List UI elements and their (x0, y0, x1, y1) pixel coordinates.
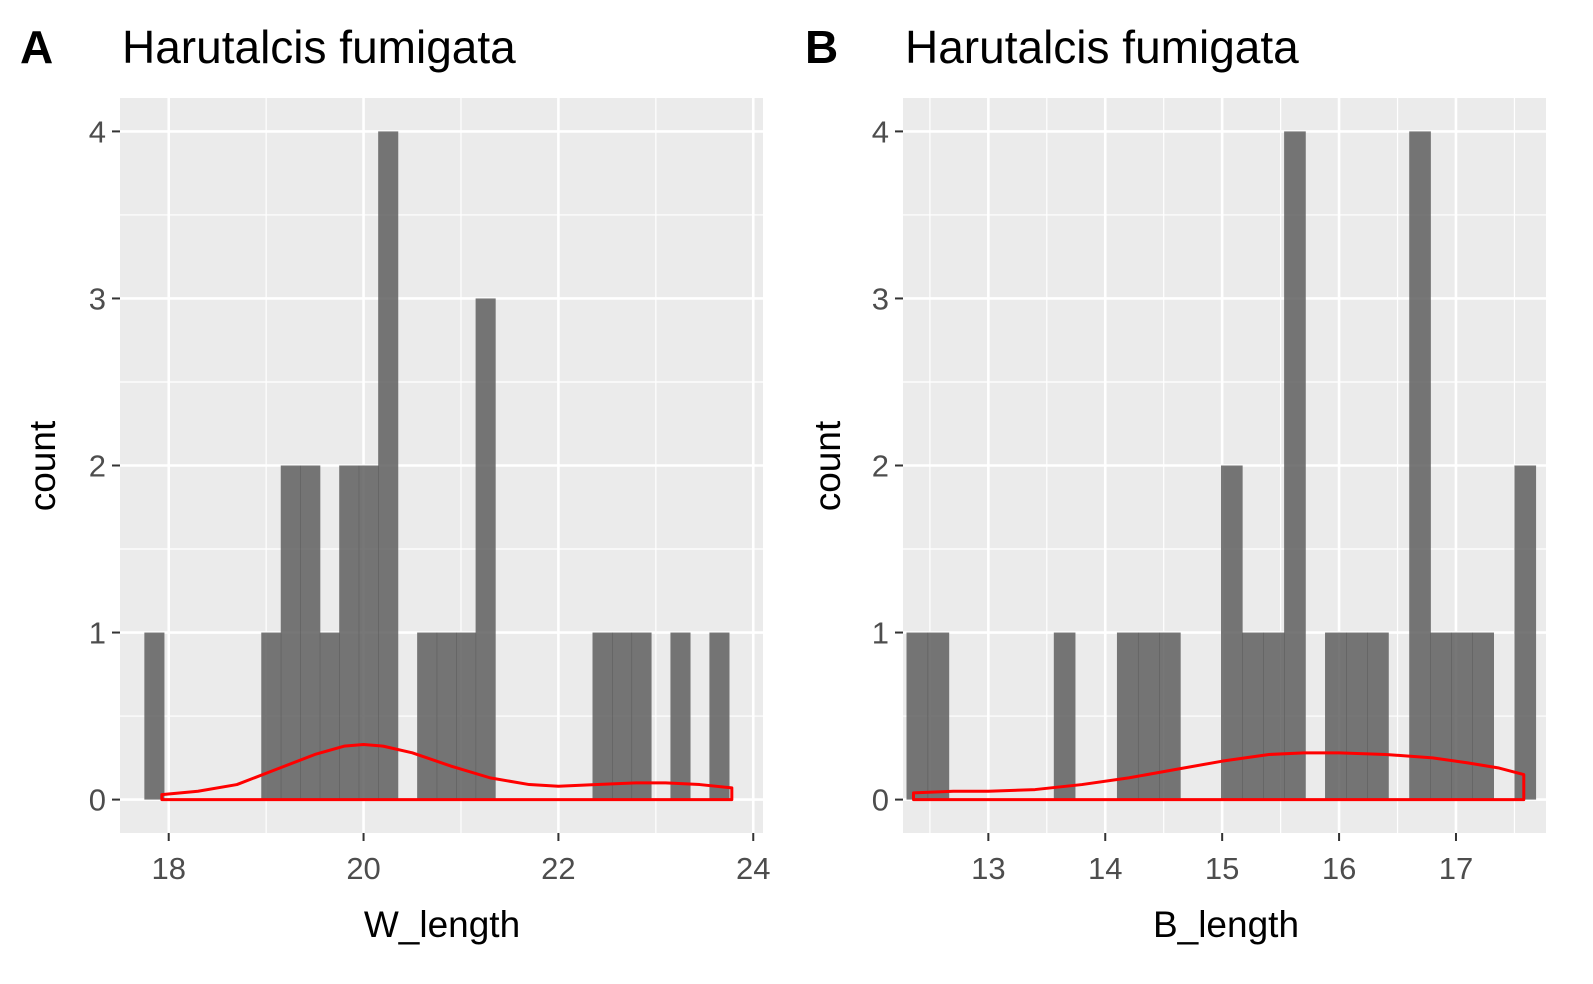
histogram-bar (378, 131, 399, 800)
x-tick-label: 22 (541, 851, 575, 886)
histogram-bar (417, 632, 438, 800)
y-tick-label: 0 (89, 783, 106, 818)
histogram-bar (1159, 632, 1181, 800)
x-axis-label: W_length (364, 904, 520, 945)
panel-b: B Harutalcis fumigata B_length count 13 1… (805, 21, 1546, 945)
histogram-bar (1472, 632, 1494, 800)
x-axis-label: B_length (1153, 904, 1299, 945)
histogram-bar (1116, 632, 1139, 800)
panel-a: A Harutalcis fumigata W_length count 18 2… (20, 21, 770, 945)
panel-tag: B (805, 21, 838, 73)
density-curve (912, 751, 1526, 802)
histogram-bar (319, 632, 340, 800)
y-tick-label: 3 (89, 281, 106, 316)
x-tick-label: 18 (151, 851, 185, 886)
histogram-bar (1325, 632, 1347, 800)
x-tick-label: 16 (1322, 851, 1356, 886)
histogram-bar (1284, 131, 1306, 800)
histogram-bar (592, 632, 613, 800)
x-tick-label: 20 (346, 851, 380, 886)
histogram-bar (611, 632, 633, 800)
y-tick-label: 4 (872, 114, 889, 149)
x-tick-label: 14 (1088, 851, 1122, 886)
histogram-bar (1242, 632, 1264, 800)
y-tick-label: 0 (872, 783, 889, 818)
histogram-bar (280, 465, 301, 800)
x-tick-label: 24 (736, 851, 770, 886)
histogram-bar (1430, 632, 1452, 800)
histogram-bar (1346, 632, 1368, 800)
y-tick-label: 2 (89, 449, 106, 484)
histogram-bar (436, 632, 457, 800)
histogram-bar (456, 632, 477, 800)
histogram-bar (631, 632, 652, 800)
histogram-bar (670, 632, 691, 800)
histogram-bar (261, 632, 282, 800)
histogram-bar (927, 632, 950, 800)
y-tick-label: 1 (872, 616, 889, 651)
histogram-bar (1409, 131, 1431, 800)
chart-title: Harutalcis fumigata (122, 21, 516, 73)
x-tick-label: 15 (1205, 851, 1239, 886)
y-tick-label: 4 (89, 114, 106, 149)
histogram-bar (1220, 465, 1243, 800)
panel-tag: A (20, 21, 53, 73)
y-tick-label: 2 (872, 449, 889, 484)
histogram-bar (358, 465, 379, 800)
histogram-bar (144, 632, 165, 800)
x-tick-label: 13 (971, 851, 1005, 886)
histogram-bar (475, 298, 496, 800)
histogram-bar (1137, 632, 1160, 800)
histogram-bar (1053, 632, 1076, 800)
histogram-bar (1451, 632, 1473, 800)
y-tick-label: 3 (872, 281, 889, 316)
histogram-bar (300, 465, 321, 800)
chart-title: Harutalcis fumigata (905, 21, 1299, 73)
y-axis-label: count (22, 420, 63, 511)
density-curve (160, 742, 734, 802)
histogram-bar (709, 632, 730, 800)
histogram-bar (906, 632, 929, 800)
histogram-bar (339, 465, 360, 800)
histogram-bar (1263, 632, 1285, 800)
x-tick-label: 17 (1439, 851, 1473, 886)
y-axis-label: count (807, 420, 848, 511)
histogram-bar (1514, 465, 1537, 800)
histogram-bar (1367, 632, 1389, 800)
y-tick-label: 1 (89, 616, 106, 651)
